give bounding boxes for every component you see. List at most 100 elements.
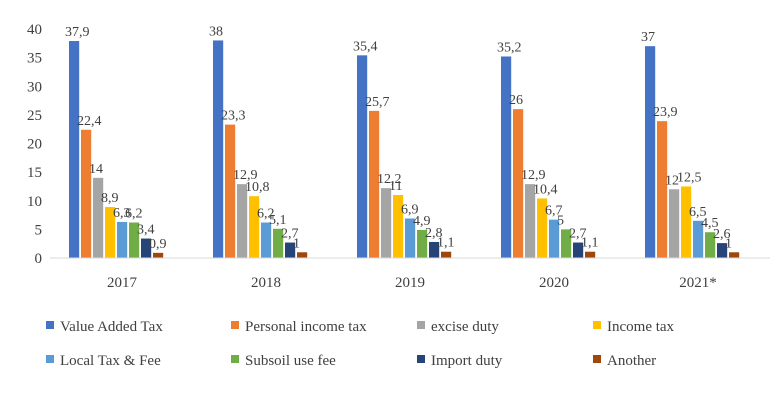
bar [681,186,692,258]
data-label: 6,2 [257,207,275,222]
legend-item: Import duty [417,353,503,369]
bar [585,251,596,258]
bar [129,222,140,258]
y-tick-label: 35 [27,51,42,67]
legend: Value Added Tax Personal income tax excise… [46,319,675,369]
legend-swatch [231,355,239,363]
data-label: 12,5 [677,170,702,185]
y-tick-label: 15 [27,165,42,181]
bar-group-2017 [69,41,164,259]
x-category-label: 2017 [107,275,138,291]
legend-swatch [593,321,601,329]
data-label: 4,9 [413,214,431,229]
legend-swatch [417,355,425,363]
legend-label: Personal income tax [245,319,367,335]
bar [93,177,104,258]
data-label: 1,1 [437,236,455,251]
bar [573,242,584,258]
bar [657,121,668,258]
bar [393,195,404,258]
bar [537,198,548,258]
bar [237,184,248,258]
data-label: 23,3 [221,109,246,124]
data-label: 6,3 [113,206,131,221]
data-label: 1 [293,236,300,251]
y-tick-label: 25 [27,108,42,124]
data-label: 2,7 [281,227,299,242]
x-category-label: 2018 [251,275,281,291]
data-label: 38 [209,24,223,39]
x-category-label: 2019 [395,275,425,291]
bar [105,207,116,258]
data-label: 1 [725,236,732,251]
data-label: 12 [665,173,679,188]
legend-swatch [46,355,54,363]
y-tick-label: 20 [27,137,42,153]
bar [561,229,572,258]
legend-label: Another [607,353,656,369]
legend-item: Local Tax & Fee [46,353,161,369]
bar [261,222,272,258]
legend-label: excise duty [431,319,499,335]
y-tick-label: 10 [27,194,42,210]
data-label: 14 [89,162,103,177]
bar [501,56,512,259]
bar [81,129,92,258]
data-label: 6,9 [401,202,419,217]
data-label: 10,8 [245,180,270,195]
y-axis: 0 5 10 15 20 25 30 35 40 [27,22,42,267]
legend-label: Income tax [607,319,675,335]
x-category-label: 2021* [679,275,717,291]
data-label: 1,1 [581,236,599,251]
data-label: 6,2 [125,207,143,222]
data-label: 12,9 [233,168,258,183]
legend-swatch [593,355,601,363]
data-label: 26 [509,93,523,108]
data-label: 5,1 [269,213,287,228]
bar [693,220,704,258]
legend-swatch [231,321,239,329]
data-label: 5 [557,213,564,228]
y-tick-label: 30 [27,79,42,95]
bar [285,242,296,258]
data-label: 10,4 [533,182,558,197]
legend-item: Subsoil use fee [231,353,336,369]
bar [549,219,560,258]
data-label: 35,2 [497,40,522,55]
data-label: 2,8 [425,226,443,241]
data-label: 6,7 [545,204,563,219]
y-tick-label: 5 [35,222,43,238]
legend-label: Subsoil use fee [245,353,336,369]
legend-swatch [417,321,425,329]
legend-item: Personal income tax [231,319,367,335]
bar [69,41,80,259]
data-label: 8,9 [101,191,119,206]
data-label: 12,2 [377,172,402,187]
bar [705,232,716,258]
legend-item: Value Added Tax [46,319,163,335]
y-tick-label: 0 [35,251,43,267]
bar [381,188,392,258]
data-label: 35,4 [353,39,378,54]
legend-swatch [46,321,54,329]
data-label: 3,4 [137,223,155,238]
bar-group-2018 [213,40,308,259]
bar [729,252,740,258]
legend-label: Local Tax & Fee [60,353,161,369]
legend-item: Income tax [593,319,675,335]
bar [525,184,536,258]
bar [513,109,524,259]
legend-label: Import duty [431,353,503,369]
bar [669,189,680,258]
data-label: 2,7 [569,227,587,242]
y-tick-label: 40 [27,22,42,38]
bar [441,251,452,258]
bar [213,40,224,259]
data-label: 37,9 [65,25,90,40]
data-label: 0,9 [149,237,167,252]
data-label: 37 [641,30,655,45]
bar [717,243,728,258]
bar [417,229,428,258]
legend-item: excise duty [417,319,499,335]
